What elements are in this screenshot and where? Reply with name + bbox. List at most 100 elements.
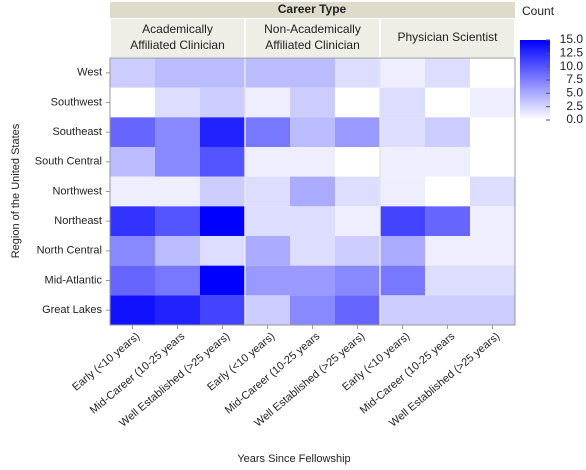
heat-cell — [290, 147, 335, 177]
colorbar-tick-label: 7.5 — [566, 72, 583, 86]
heat-cell — [470, 147, 515, 177]
heat-cell — [380, 236, 425, 266]
heat-cell — [380, 265, 425, 296]
heat-cell — [245, 117, 290, 147]
heat-cell — [425, 206, 470, 236]
group-cell — [381, 19, 514, 57]
group-label: Physician Scientist — [397, 30, 498, 44]
heat-cell — [200, 147, 245, 177]
heat-cell — [470, 236, 515, 266]
heat-cell — [335, 295, 380, 325]
heat-cell — [245, 206, 290, 236]
colorbar-tick-label: 0.0 — [566, 112, 583, 126]
colorbar-tick-label: 5.0 — [566, 86, 583, 100]
heat-cell — [425, 236, 470, 266]
heat-cell — [380, 147, 425, 177]
group-cell — [246, 19, 379, 57]
heat-cell — [380, 206, 425, 236]
heat-cell — [245, 58, 290, 88]
heat-cell — [470, 87, 515, 118]
heat-cell — [245, 236, 290, 266]
heat-cell — [110, 206, 155, 236]
colorbar-tick-label: 15.0 — [560, 32, 584, 46]
heat-cell — [425, 58, 470, 88]
heat-cell — [155, 236, 200, 266]
group-title: Career Type — [278, 2, 347, 16]
heat-cell — [290, 58, 335, 88]
y-tick-label: Northwest — [52, 185, 102, 197]
heat-cell — [155, 117, 200, 147]
heat-cell — [110, 147, 155, 177]
heat-cell — [470, 117, 515, 147]
heat-cell — [335, 87, 380, 118]
legend-title: Count — [522, 4, 555, 18]
heat-cell — [335, 265, 380, 296]
group-label: Non-Academically — [264, 22, 361, 36]
colorbar-tick-label: 10.0 — [560, 59, 584, 73]
heat-cell — [110, 176, 155, 207]
y-tick-label: Mid-Atlantic — [45, 274, 103, 286]
heat-cell — [425, 87, 470, 118]
heat-cell — [335, 58, 380, 88]
heat-cell — [245, 87, 290, 118]
heat-cell — [290, 206, 335, 236]
heat-cell — [155, 176, 200, 207]
group-label: Academically — [142, 22, 213, 36]
heat-cell — [380, 58, 425, 88]
y-axis-label: Region of the United States — [10, 123, 22, 258]
heat-cell — [290, 176, 335, 207]
heat-cell — [110, 87, 155, 118]
heat-cell — [110, 236, 155, 266]
heat-cell — [110, 58, 155, 88]
heat-cell — [155, 147, 200, 177]
y-tick-label: South Central — [35, 156, 102, 168]
heat-cell — [155, 265, 200, 296]
heat-cell — [155, 87, 200, 118]
heat-cell — [110, 265, 155, 296]
heat-cell — [425, 117, 470, 147]
group-header — [110, 2, 515, 18]
heat-cell — [380, 176, 425, 207]
heat-cell — [200, 176, 245, 207]
heat-cell — [245, 147, 290, 177]
heat-cell — [470, 206, 515, 236]
heat-cell — [155, 295, 200, 325]
heat-cell — [380, 87, 425, 118]
heat-cell — [470, 295, 515, 325]
heat-cell — [290, 87, 335, 118]
x-axis-label: Years Since Fellowship — [237, 453, 350, 465]
heat-cell — [380, 295, 425, 325]
heat-cell — [470, 58, 515, 88]
heat-cell — [335, 147, 380, 177]
y-tick-label: Northeast — [54, 215, 102, 227]
heat-cell — [425, 265, 470, 296]
heat-cell — [155, 58, 200, 88]
heat-cell — [155, 206, 200, 236]
heat-cell — [110, 117, 155, 147]
heat-cell — [290, 117, 335, 147]
group-label: Affiliated Clinician — [130, 38, 225, 52]
colorbar — [520, 40, 550, 120]
heat-cell — [335, 117, 380, 147]
heat-cell — [380, 117, 425, 147]
y-tick-label: Southeast — [52, 126, 102, 138]
y-tick-label: Great Lakes — [42, 304, 102, 316]
heat-cell — [425, 176, 470, 207]
heat-cell — [425, 295, 470, 325]
heat-cell — [200, 58, 245, 88]
y-tick-label: Southwest — [51, 96, 102, 108]
heat-cell — [200, 236, 245, 266]
heat-cell — [290, 295, 335, 325]
heat-cell — [245, 295, 290, 325]
heat-cell — [470, 265, 515, 296]
heat-cell — [245, 176, 290, 207]
heat-cell — [200, 117, 245, 147]
heat-cell — [110, 295, 155, 325]
heat-cell — [245, 265, 290, 296]
heat-cell — [335, 176, 380, 207]
heat-cell — [470, 176, 515, 207]
group-label: Affiliated Clinician — [265, 38, 360, 52]
heat-cell — [200, 265, 245, 296]
heat-cell — [200, 295, 245, 325]
